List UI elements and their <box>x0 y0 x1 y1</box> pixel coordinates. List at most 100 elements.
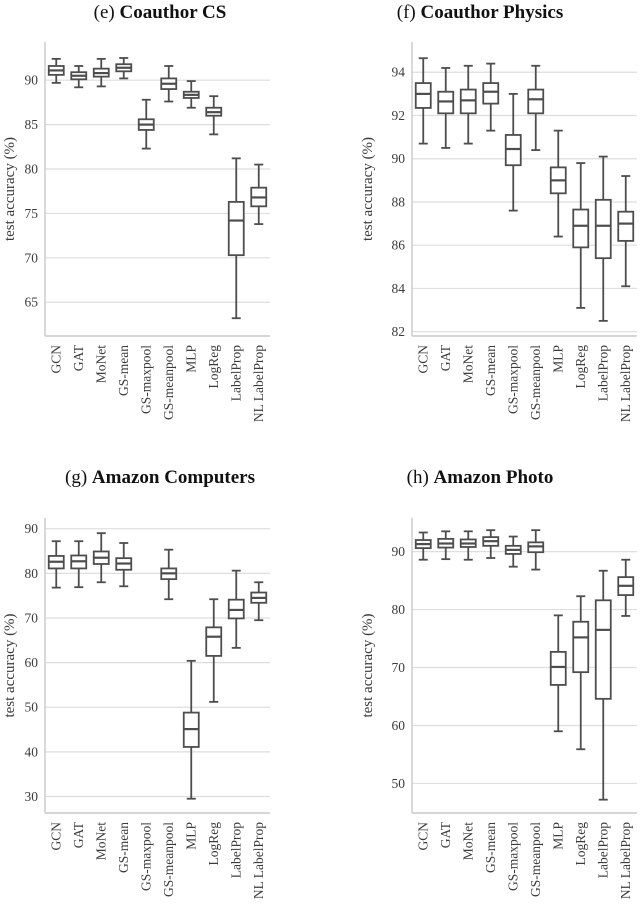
svg-text:50: 50 <box>392 776 406 791</box>
boxplot-coauthor-physics: 82 84 86 88 90 92 94 GCN GAT MoNet GS-mean GS-maxpo… <box>360 42 637 422</box>
axes-spines <box>44 518 270 814</box>
box-NL LabelProp <box>617 558 635 617</box>
axes-spines <box>44 42 270 337</box>
box-GS-meanpool <box>160 65 178 103</box>
svg-text:MLP: MLP <box>551 345 566 373</box>
svg-text:94: 94 <box>392 65 406 80</box>
box-LogReg <box>572 162 590 309</box>
svg-text:LogReg: LogReg <box>206 822 221 866</box>
svg-text:70: 70 <box>25 610 39 625</box>
svg-text:GS-maxpool: GS-maxpool <box>139 345 154 414</box>
box-MoNet <box>459 530 477 561</box>
box-LogReg <box>572 595 590 751</box>
svg-text:85: 85 <box>25 117 39 132</box>
y-tick-labels: 50 60 70 80 90 <box>392 544 406 791</box>
svg-text:MLP: MLP <box>551 822 566 850</box>
boxplot-coauthor-cs: 65 70 75 80 85 90 GCN GAT MoNet GS-mean GS-maxpool… <box>2 42 270 422</box>
box-GS-mean <box>115 542 133 588</box>
title-prefix: (e) <box>93 2 115 23</box>
x-category-labels: GCN GAT MoNet GS-mean GS-maxpool GS-meanpool M… <box>49 821 267 899</box>
svg-text:88: 88 <box>392 194 406 209</box>
svg-text:75: 75 <box>25 206 39 221</box>
svg-text:92: 92 <box>392 108 406 123</box>
box-MLP <box>549 614 567 733</box>
box-GAT <box>437 67 455 149</box>
box-GS-maxpool <box>504 92 522 212</box>
title-dataset-name: Coauthor Physics <box>420 2 564 23</box>
gridlines <box>45 528 270 798</box>
y-tick-labels: 65 70 75 80 85 90 <box>25 73 39 310</box>
x-category-labels: GCN GAT MoNet GS-mean GS-maxpool GS-meanpool M… <box>416 821 633 899</box>
box-GS-mean <box>115 57 133 80</box>
box-GAT <box>437 530 455 561</box>
title-dataset-name: Amazon Computers <box>91 467 255 488</box>
svg-text:65: 65 <box>25 295 39 310</box>
svg-text:GCN: GCN <box>416 822 431 851</box>
x-category-labels: GCN GAT MoNet GS-mean GS-maxpool GS-meanpool M… <box>416 344 633 422</box>
box-GCN <box>414 531 432 561</box>
y-axis-label: test accuracy (%) <box>360 137 376 241</box>
box-MLP <box>549 129 567 238</box>
box-GS-mean <box>482 62 500 132</box>
box-NL LabelProp <box>250 163 268 225</box>
box-MoNet <box>92 57 110 88</box>
svg-text:GAT: GAT <box>71 821 86 848</box>
svg-text:LabelProp: LabelProp <box>229 345 244 401</box>
box-GCN <box>47 540 65 589</box>
svg-text:90: 90 <box>392 151 406 166</box>
subplot-title-h: (h) Amazon Photo <box>320 467 640 489</box>
title-prefix: (g) <box>65 467 88 488</box>
svg-text:LabelProp: LabelProp <box>596 822 611 878</box>
svg-text:90: 90 <box>392 544 406 559</box>
svg-text:GS-mean: GS-mean <box>483 822 498 873</box>
svg-text:NL LabelProp: NL LabelProp <box>251 822 266 899</box>
y-axis-label: test accuracy (%) <box>2 137 18 241</box>
y-axis-label: test accuracy (%) <box>2 613 18 717</box>
svg-text:GS-meanpool: GS-meanpool <box>528 345 543 420</box>
svg-text:GS-maxpool: GS-maxpool <box>506 822 521 891</box>
svg-text:82: 82 <box>392 324 406 339</box>
box-GS-meanpool <box>527 529 545 571</box>
box-GS-mean <box>482 529 500 559</box>
svg-text:GS-meanpool: GS-meanpool <box>161 822 176 897</box>
subplot-title-g: (g) Amazon Computers <box>0 467 320 489</box>
subplot-title-f: (f) Coauthor Physics <box>320 2 640 24</box>
box-LogReg <box>205 598 223 703</box>
box-GS-meanpool <box>527 64 545 151</box>
box-GAT <box>70 540 88 589</box>
svg-text:GS-mean: GS-mean <box>116 345 131 396</box>
box-GS-maxpool <box>504 535 522 568</box>
svg-text:MoNet: MoNet <box>94 822 109 860</box>
subplot-title-e: (e) Coauthor CS <box>0 2 320 24</box>
title-prefix: (h) <box>406 467 429 488</box>
svg-text:60: 60 <box>25 655 39 670</box>
svg-text:GAT: GAT <box>71 344 86 371</box>
box-MoNet <box>92 532 110 584</box>
svg-text:MLP: MLP <box>184 345 199 373</box>
svg-text:86: 86 <box>392 238 406 253</box>
box-MoNet <box>459 64 477 145</box>
title-prefix: (f) <box>396 2 416 23</box>
svg-text:GAT: GAT <box>438 344 453 371</box>
boxplot-amazon-computers: 30 40 50 60 70 80 90 GCN GAT MoNet GS-mean GS-maxpo… <box>2 518 270 899</box>
box-LabelProp <box>594 569 612 801</box>
svg-text:80: 80 <box>392 602 406 617</box>
svg-text:GS-mean: GS-mean <box>483 345 498 396</box>
svg-text:LogReg: LogReg <box>573 822 588 866</box>
box-GCN <box>47 57 65 84</box>
y-tick-labels: 30 40 50 60 70 80 90 <box>25 521 39 804</box>
svg-text:NL LabelProp: NL LabelProp <box>251 345 266 422</box>
svg-text:MoNet: MoNet <box>94 345 109 383</box>
svg-text:MLP: MLP <box>184 822 199 850</box>
box-NL LabelProp <box>250 581 268 622</box>
axes-spines <box>411 42 637 337</box>
svg-text:LogReg: LogReg <box>573 345 588 389</box>
svg-text:LabelProp: LabelProp <box>596 345 611 401</box>
y-tick-labels: 82 84 86 88 90 92 94 <box>392 65 406 339</box>
svg-text:GS-maxpool: GS-maxpool <box>506 345 521 414</box>
svg-text:80: 80 <box>25 161 39 176</box>
svg-text:NL LabelProp: NL LabelProp <box>618 822 633 899</box>
svg-text:LabelProp: LabelProp <box>229 822 244 878</box>
svg-text:30: 30 <box>25 789 39 804</box>
